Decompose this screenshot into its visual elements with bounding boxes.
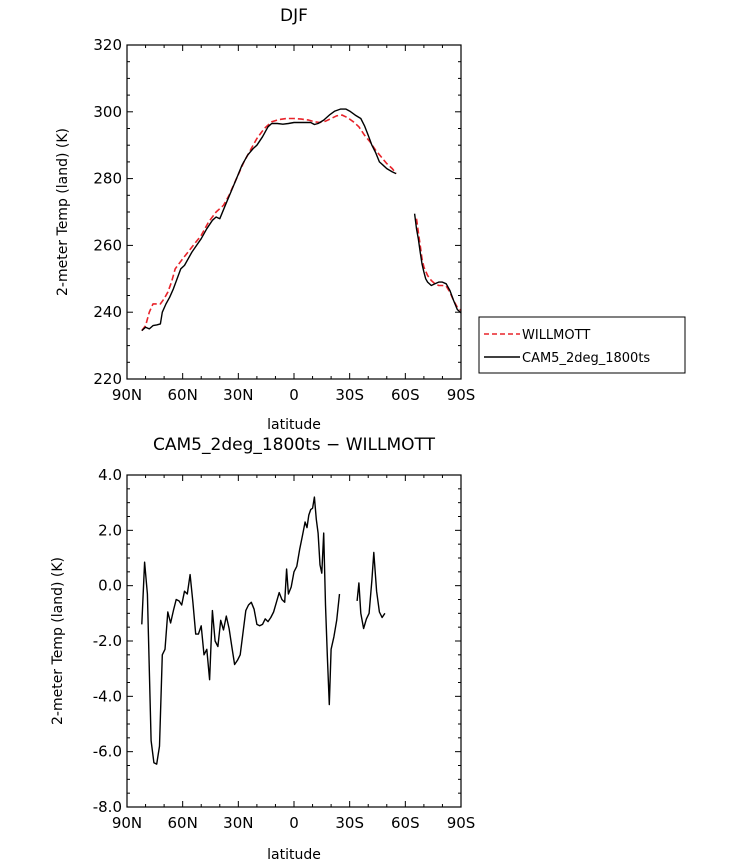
top-x-tick-label: 30S — [335, 386, 364, 404]
top-y-ticks: 220 240 260 280 300 320 — [93, 36, 461, 388]
top-x-tick-label: 30N — [223, 386, 253, 404]
bottom-y-tick-label: 4.0 — [98, 466, 122, 484]
top-panel: DJF 90N 60N 30N 0 30S 60S 90S 220 240 260 280 300 3… — [55, 6, 686, 433]
top-series-group — [141, 108, 462, 332]
top-y-tick-label: 220 — [93, 370, 122, 388]
top-x-tick-label: 90S — [447, 386, 476, 404]
top-x-tick-label: 0 — [289, 386, 299, 404]
top-x-axis-label: latitude — [267, 417, 321, 433]
bottom-chart-title: CAM5_2deg_1800ts − WILLMOTT — [153, 435, 436, 455]
bottom-y-axis-label: 2-meter Temp (land) (K) — [50, 557, 66, 725]
top-y-tick-label: 280 — [93, 170, 122, 188]
legend: WILLMOTT CAM5_2deg_1800ts — [478, 316, 686, 374]
bottom-x-axis-label: latitude — [267, 847, 321, 863]
top-x-tick-label: 90N — [112, 386, 142, 404]
top-y-tick-label: 260 — [93, 236, 122, 254]
bottom-x-tick-label: 30S — [335, 814, 364, 832]
top-y-tick-label: 320 — [93, 36, 122, 54]
legend-box — [478, 316, 686, 374]
top-y-axis-label: 2-meter Temp (land) (K) — [55, 128, 71, 296]
bottom-x-tick-label: 90N — [112, 814, 142, 832]
legend-label-willmott: WILLMOTT — [522, 328, 590, 343]
bottom-series-group — [141, 496, 386, 765]
bottom-y-tick-label: 2.0 — [98, 521, 122, 539]
bottom-x-tick-label: 0 — [289, 814, 299, 832]
top-x-tick-label: 60N — [168, 386, 198, 404]
top-series-line-willmott-1 — [415, 218, 462, 312]
top-y-tick-label: 300 — [93, 103, 122, 121]
top-series-line-cam5-2deg-1800ts-0 — [141, 108, 397, 332]
bottom-y-tick-label: 0.0 — [98, 577, 122, 595]
bottom-x-tick-label: 30N — [223, 814, 253, 832]
bottom-x-tick-label: 60S — [391, 814, 420, 832]
bottom-x-tick-label: 60N — [168, 814, 198, 832]
bottom-plot-frame — [126, 474, 462, 808]
bottom-panel: CAM5_2deg_1800ts − WILLMOTT 90N 60N 30N 0 30… — [50, 435, 475, 863]
bottom-y-tick-label: -2.0 — [93, 632, 122, 650]
top-x-ticks: 90N 60N 30N 0 30S 60S 90S — [112, 45, 475, 404]
top-series-line-cam5-2deg-1800ts-1 — [413, 213, 462, 314]
top-chart-title: DJF — [280, 6, 308, 26]
bottom-series-line-difference-0 — [141, 496, 341, 765]
bottom-x-tick-label: 90S — [447, 814, 476, 832]
bottom-y-tick-label: -6.0 — [93, 743, 122, 761]
legend-label-cam5: CAM5_2deg_1800ts — [522, 351, 650, 366]
top-series-line-willmott-0 — [141, 114, 397, 332]
bottom-y-tick-label: -4.0 — [93, 687, 122, 705]
bottom-y-tick-label: -8.0 — [93, 798, 122, 816]
top-plot-frame — [126, 44, 462, 380]
top-y-tick-label: 240 — [93, 303, 122, 321]
top-x-tick-label: 60S — [391, 386, 420, 404]
bottom-series-line-difference-1 — [356, 551, 386, 630]
bottom-y-ticks: -8.0 -6.0 -4.0 -2.0 0.0 2.0 4.0 — [93, 466, 461, 816]
bottom-x-ticks: 90N 60N 30N 0 30S 60S 90S — [112, 475, 475, 832]
